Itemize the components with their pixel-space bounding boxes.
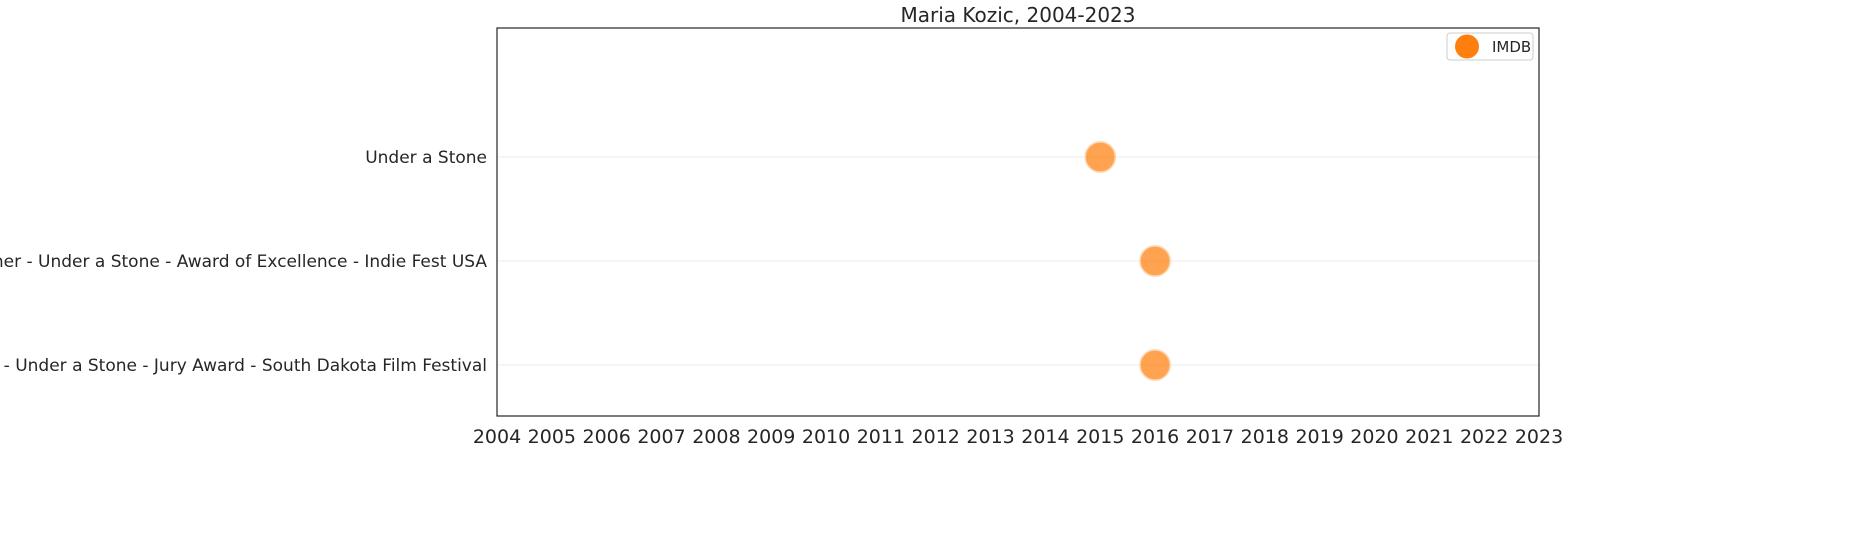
data-point	[1139, 349, 1171, 381]
x-tick-label: 2017	[1186, 426, 1234, 448]
x-tick-label: 2010	[802, 426, 850, 448]
x-tick-label: 2016	[1131, 426, 1179, 448]
y-tick-label: Winner - Under a Stone - Jury Award - So…	[0, 356, 487, 376]
chart-title: Maria Kozic, 2004-2023	[900, 3, 1135, 27]
legend-marker	[1455, 34, 1479, 59]
x-tick-label: 2021	[1405, 426, 1453, 448]
data-points	[1084, 141, 1171, 381]
x-tick-labels: 2004 2005 2006 2007 2008 2009 2010 2011 2012 2013…	[473, 426, 1563, 448]
x-tick-label: 2020	[1350, 426, 1398, 448]
x-tick-label: 2014	[1021, 426, 1069, 448]
x-tick-label: 2019	[1295, 426, 1343, 448]
x-tick-label: 2006	[583, 426, 631, 448]
x-tick-label: 2013	[966, 426, 1014, 448]
plot-frame	[496, 27, 1540, 417]
legend: IMDB	[1446, 32, 1534, 61]
x-tick-label: 2005	[528, 426, 576, 448]
data-point	[1084, 141, 1117, 173]
x-tick-label: 2004	[473, 426, 521, 448]
x-tick-label: 2022	[1460, 426, 1508, 448]
y-tick-labels: Under a Stone Winner - Under a Stone - Aw…	[0, 148, 487, 376]
x-tick-label: 2009	[747, 426, 795, 448]
x-tick-label: 2015	[1076, 426, 1124, 448]
x-tick-label: 2012	[912, 426, 960, 448]
x-tick-label: 2011	[857, 426, 905, 448]
x-tick-label: 2008	[692, 426, 740, 448]
x-tick-label: 2007	[637, 426, 685, 448]
grid-lines	[497, 156, 1539, 366]
y-tick-label: Winner - Under a Stone - Award of Excell…	[0, 252, 487, 272]
x-tick-label: 2023	[1515, 426, 1563, 448]
data-point	[1139, 245, 1171, 277]
x-tick-label: 2018	[1241, 426, 1289, 448]
y-tick-label: Under a Stone	[365, 148, 487, 168]
legend-label-imdb: IMDB	[1492, 38, 1531, 56]
